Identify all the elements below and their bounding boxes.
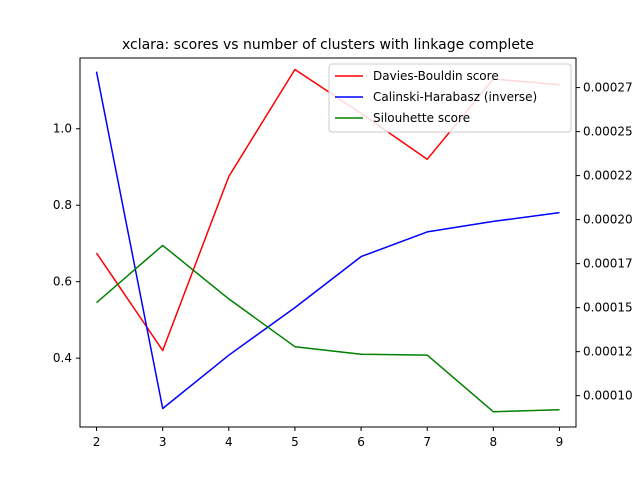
legend-box (328, 63, 572, 133)
x-tick-label: 3 (159, 435, 167, 449)
y-right-tick-label: 0.00027 (583, 81, 633, 95)
x-axis: 2 3 4 5 6 7 8 9 (93, 427, 564, 449)
y-right-tick-label: 0.00025 (583, 125, 633, 139)
x-tick-label: 6 (357, 435, 365, 449)
series-line-calinski-harabasz-inverse (95, 71, 560, 410)
y-right-tick-label: 0.00012 (583, 345, 633, 359)
x-tick-label: 5 (291, 435, 299, 449)
x-tick-label: 7 (423, 435, 431, 449)
series-line-silouhette-score (96, 244, 560, 413)
x-tick-label: 8 (490, 435, 498, 449)
y-axis-left: 0.4 0.6 0.8 1.0 (53, 122, 80, 365)
y-left-tick-label: 0.4 (53, 351, 72, 365)
y-right-tick-label: 0.00022 (583, 169, 633, 183)
x-tick-label: 9 (556, 435, 564, 449)
y-right-tick-label: 0.00017 (583, 257, 633, 271)
y-right-tick-label: 0.00020 (583, 213, 633, 227)
y-right-tick-label: 0.00015 (583, 301, 633, 315)
y-axis-right: 0.00010 0.00012 0.00015 0.00017 0.00020 0.000… (576, 81, 633, 403)
legend-label: Calinski-Harabasz (inverse) (373, 90, 537, 104)
y-left-tick-label: 1.0 (53, 122, 72, 136)
x-tick-label: 2 (93, 435, 101, 449)
chart-title: xclara: scores vs number of clusters wit… (122, 37, 534, 53)
legend-label: Davies-Bouldin score (373, 69, 499, 83)
legend-label: Silouhette score (373, 111, 470, 125)
y-left-tick-label: 0.8 (53, 198, 72, 212)
plot-area-frame (79, 57, 577, 428)
x-tick-label: 4 (225, 435, 233, 449)
legend: Davies-Bouldin score Calinski-Harabasz (i… (328, 63, 572, 133)
y-right-tick-label: 0.00010 (583, 389, 633, 403)
y-left-tick-label: 0.6 (53, 275, 72, 289)
